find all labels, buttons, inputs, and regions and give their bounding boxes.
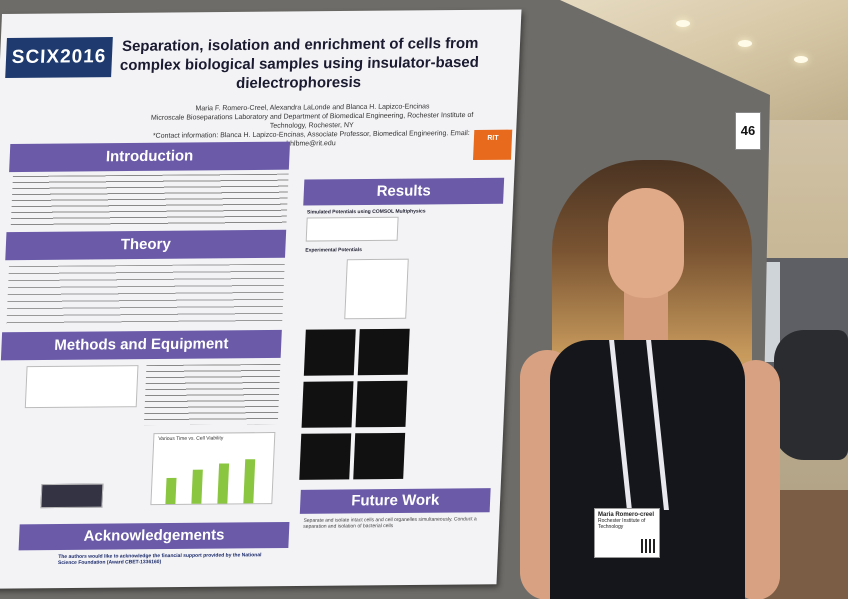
potentials-plot (344, 258, 409, 320)
chart-bar (217, 463, 230, 504)
badge-name: Maria Romero-creel (598, 512, 655, 518)
introduction-header: Introduction (9, 141, 291, 173)
device-schematic (24, 365, 139, 409)
microscopy-image (357, 328, 410, 376)
microscopy-image (353, 432, 406, 480)
badge-org: Rochester Institute of Technology (598, 518, 646, 530)
future-work-header: Future Work (299, 488, 491, 514)
chart-bar (191, 469, 203, 504)
methods-text (143, 363, 281, 426)
microscopy-image (299, 433, 352, 480)
viability-chart: Various Time vs. Cell Viability (150, 432, 276, 506)
theory-header: Theory (5, 229, 287, 261)
poster-title: Separation, isolation and enrichment of … (119, 34, 480, 93)
name-badge: Maria Romero-creel Rochester Institute o… (594, 508, 660, 558)
chart-bar (165, 477, 177, 505)
results-subtitle: Simulated Potentials using COMSOL Multip… (306, 208, 426, 216)
conference-logo: SCIX2016 (5, 37, 113, 79)
microscopy-image (355, 380, 408, 428)
ceiling-light (738, 40, 752, 47)
future-work-text: Separate and isolate intact cells and ce… (303, 516, 477, 530)
equipment-photo (40, 483, 104, 509)
microscopy-image (301, 381, 354, 428)
booth-number-tag: 46 (735, 112, 761, 150)
qr-code-icon (641, 539, 655, 553)
microscopy-image (303, 329, 356, 376)
person-face (608, 188, 684, 298)
simulation-table (305, 216, 399, 242)
ceiling-light (676, 20, 690, 27)
theory-equations (6, 263, 285, 327)
methods-header: Methods and Equipment (0, 329, 282, 361)
acknowledgements-header: Acknowledgements (18, 521, 290, 551)
ceiling-light (794, 56, 808, 63)
research-poster: SCIX2016 Separation, isolation and enric… (0, 9, 522, 589)
introduction-text (10, 173, 289, 227)
results-header: Results (303, 177, 505, 206)
experimental-subtitle: Experimental Potentials (305, 247, 363, 254)
acknowledgements-text: The authors would like to acknowledge th… (57, 552, 262, 567)
chart-title: Various Time vs. Cell Viability (158, 435, 224, 443)
backpack (774, 330, 848, 460)
chart-bar (243, 459, 256, 504)
rit-logo: RIT (473, 129, 513, 161)
